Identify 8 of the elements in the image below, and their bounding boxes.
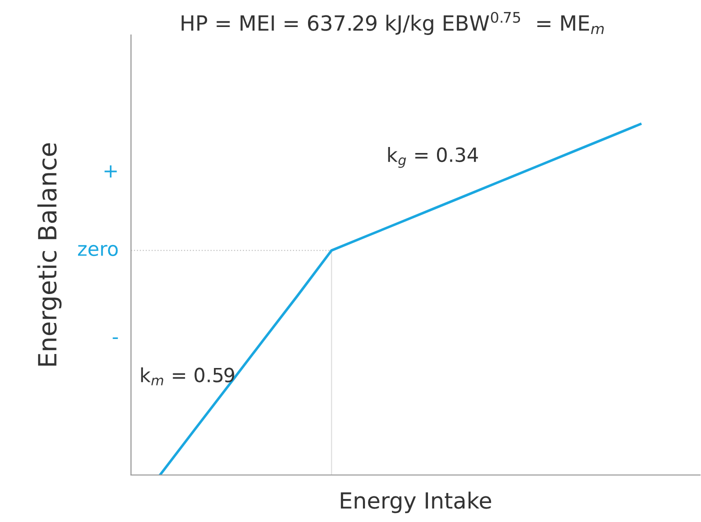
ref-line-label: zero — [78, 244, 118, 256]
x-axis-title: Energy Intake — [340, 492, 492, 514]
annotation: k$_{m}$ = 0.59 — [141, 367, 234, 386]
text: + — [104, 165, 117, 178]
text: - — [112, 337, 118, 339]
y-axis-title: Energetic Balance — [37, 143, 62, 366]
annotation: k$_{g}$ = 0.34 — [388, 147, 478, 168]
chart-title: HP = MEI = 637.29 kJ/kg EBW$^{0.75}$ = ME$_{m}$ — [182, 12, 604, 35]
